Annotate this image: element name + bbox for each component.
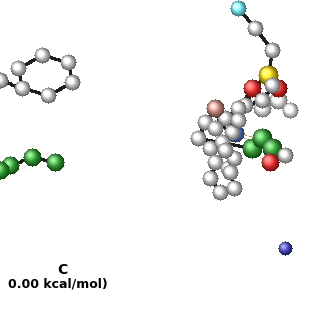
Text: C: C [57, 263, 67, 277]
Text: 0.00 kcal/mol): 0.00 kcal/mol) [8, 277, 108, 290]
